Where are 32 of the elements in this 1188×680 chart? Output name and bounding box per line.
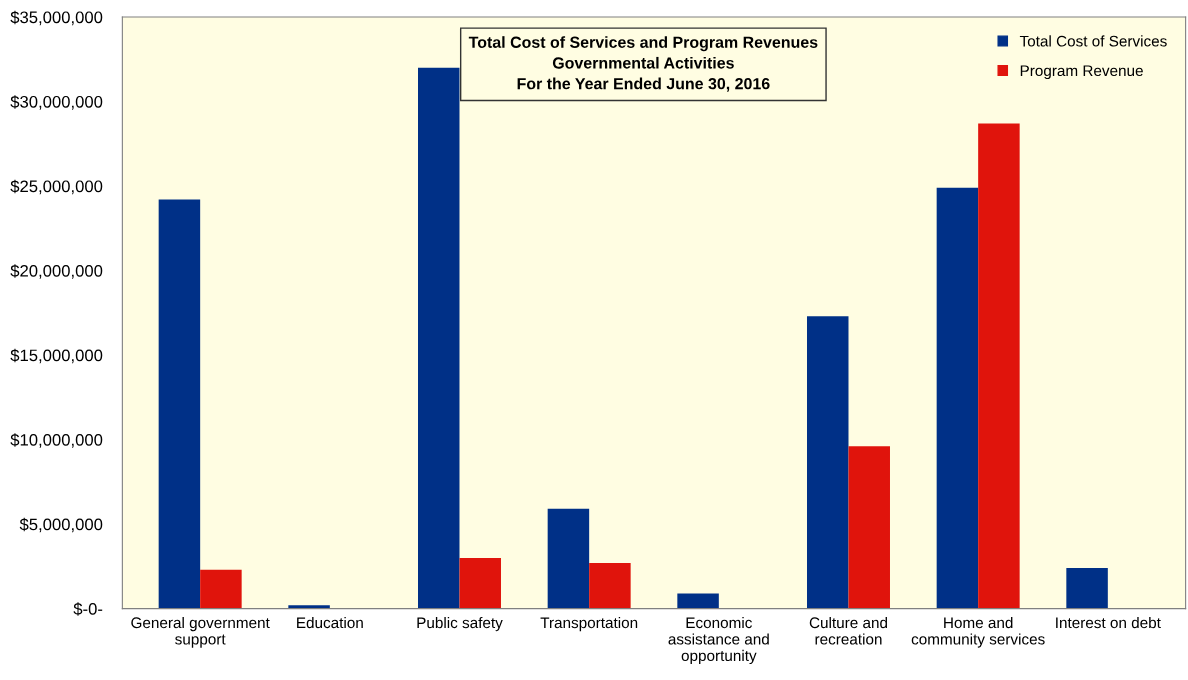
x-tick-label: Interest on debt bbox=[1056, 616, 1161, 629]
x-tick-label: Education bbox=[297, 616, 363, 629]
x-tick-label: Economic assistance and opportunity bbox=[668, 616, 769, 665]
bar bbox=[200, 569, 242, 609]
legend-label: Total Cost of Services bbox=[1019, 35, 1167, 47]
bar bbox=[936, 187, 979, 609]
y-tick-label: $25,000,000 bbox=[10, 179, 103, 195]
y-tick-label: $-0- bbox=[73, 602, 103, 616]
bar bbox=[589, 562, 631, 609]
bar bbox=[418, 67, 460, 609]
legend-label: Program Revenue bbox=[1020, 65, 1143, 80]
y-tick-label: $20,000,000 bbox=[10, 264, 103, 279]
x-tick-label: Culture and recreation bbox=[809, 616, 887, 645]
bar bbox=[1066, 568, 1108, 609]
bar bbox=[547, 508, 590, 609]
x-tick-label: General government support bbox=[131, 616, 270, 648]
x-tick-label: Home and community services bbox=[911, 616, 1045, 648]
bar bbox=[288, 605, 330, 609]
bar bbox=[848, 446, 890, 609]
bar bbox=[978, 123, 1020, 609]
bar bbox=[677, 593, 719, 609]
y-tick-label: $30,000,000 bbox=[10, 95, 103, 110]
x-tick-label: Transportation bbox=[540, 616, 638, 632]
bar bbox=[158, 199, 201, 609]
y-tick-label: $10,000,000 bbox=[10, 433, 103, 448]
y-tick-label: $35,000,000 bbox=[10, 10, 103, 26]
text: Total Cost of Services and Program Revenues Governmental Activities For the Year Ended June 30, 2016 bbox=[468, 36, 818, 92]
bar bbox=[807, 316, 849, 609]
y-tick-label: $5,000,000 bbox=[19, 517, 103, 533]
x-tick-label: Public safety bbox=[417, 616, 503, 632]
y-tick-label: $15,000,000 bbox=[10, 348, 103, 364]
bar bbox=[459, 557, 501, 609]
